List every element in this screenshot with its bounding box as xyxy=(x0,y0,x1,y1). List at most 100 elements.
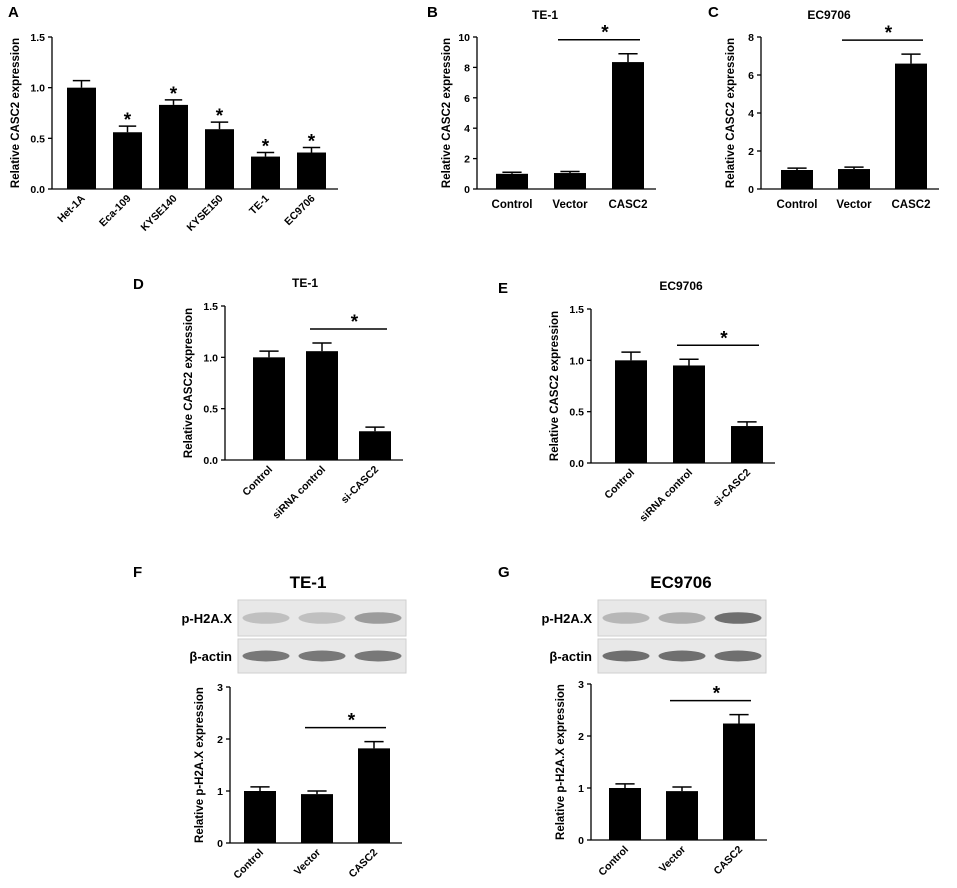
y-tick-label: 0 xyxy=(217,838,223,850)
blot-band xyxy=(602,650,650,662)
bar xyxy=(781,170,813,189)
bar xyxy=(306,351,338,460)
x-tick-label: Het-1A xyxy=(55,192,88,225)
y-tick-label: 1 xyxy=(578,783,584,795)
x-tick-label: siRNA control xyxy=(270,464,328,522)
blot-band xyxy=(602,612,650,624)
blot-band xyxy=(242,650,290,662)
panel-letter: E xyxy=(498,280,508,297)
x-tick-label: KYSE140 xyxy=(139,193,180,234)
y-tick-label: 2 xyxy=(217,734,223,746)
bar xyxy=(205,129,234,189)
panel-letter: G xyxy=(498,564,510,581)
y-tick-label: 6 xyxy=(464,93,470,105)
x-tick-label: CASC2 xyxy=(711,844,745,878)
x-tick-label: Control xyxy=(602,467,637,502)
y-tick-label: 1.0 xyxy=(569,355,584,367)
bar xyxy=(609,788,641,840)
significance-star: * xyxy=(308,131,316,152)
y-tick-label: 0 xyxy=(578,835,584,847)
panel-letter: A xyxy=(8,4,19,21)
y-tick-label: 8 xyxy=(748,32,754,44)
bar xyxy=(358,748,390,843)
x-tick-label: Vector xyxy=(657,844,688,875)
y-axis-label: Relative p-H2A.X expression xyxy=(555,684,567,840)
y-tick-label: 0.0 xyxy=(30,184,45,196)
bar xyxy=(251,156,280,189)
y-tick-label: 0.5 xyxy=(203,404,218,416)
significance-star: * xyxy=(216,106,224,127)
y-tick-label: 3 xyxy=(217,682,223,694)
blot-band xyxy=(298,612,346,624)
blot-band xyxy=(658,612,706,624)
chart-panel-g: G EC9706 p-H2A.X β-actin 0 1 2 3 Relative p-H2A.… xyxy=(498,564,767,879)
significance-star: * xyxy=(601,23,609,44)
y-axis-label: Relative p-H2A.X expression xyxy=(194,687,206,843)
significance-star: * xyxy=(170,84,178,105)
y-tick-label: 1.0 xyxy=(30,83,45,95)
significance-star: * xyxy=(351,312,359,333)
panel-letter: F xyxy=(133,564,142,581)
chart-panel-f: F TE-1 p-H2A.X β-actin 0 1 2 3 Relative p-H2A.X … xyxy=(133,564,407,882)
blot-band xyxy=(354,612,402,624)
y-tick-label: 2 xyxy=(578,731,584,743)
chart-title: EC9706 xyxy=(659,279,703,293)
bar xyxy=(838,169,870,189)
bar xyxy=(301,794,333,843)
y-tick-label: 1.5 xyxy=(569,304,584,316)
bar xyxy=(159,104,188,189)
y-tick-label: 1.5 xyxy=(203,301,218,313)
chart-title: EC9706 xyxy=(650,573,711,592)
blot-label: β-actin xyxy=(549,649,592,664)
bar xyxy=(67,87,96,189)
bar xyxy=(244,791,276,843)
bar xyxy=(666,791,698,840)
x-tick-label: Eca-109 xyxy=(97,193,134,230)
bar xyxy=(723,723,755,840)
y-tick-label: 1 xyxy=(217,786,223,798)
y-tick-label: 2 xyxy=(464,154,470,166)
y-tick-label: 1.0 xyxy=(203,352,218,364)
bar xyxy=(496,173,528,189)
x-tick-label: Control xyxy=(777,199,818,211)
chart-panel-a: A 0.0 0.5 1.0 1.5 Relative CASC2 expression He… xyxy=(8,4,338,234)
blot-band xyxy=(354,650,402,662)
x-tick-label: Vector xyxy=(836,199,872,211)
x-tick-label: si-CASC2 xyxy=(339,464,381,506)
x-tick-label: Control xyxy=(596,844,631,879)
blot-label: β-actin xyxy=(189,649,232,664)
y-tick-label: 1.5 xyxy=(30,32,45,44)
y-axis-label: Relative CASC2 expression xyxy=(183,308,195,458)
x-tick-label: TE-1 xyxy=(247,193,272,218)
blot-band xyxy=(242,612,290,624)
blot-band xyxy=(658,650,706,662)
x-tick-label: Control xyxy=(240,464,275,499)
y-tick-label: 3 xyxy=(578,679,584,691)
significance-star: * xyxy=(262,137,270,158)
significance-star: * xyxy=(885,23,893,44)
significance-star: * xyxy=(348,711,356,732)
chart-title: TE-1 xyxy=(532,8,558,22)
x-tick-label: Control xyxy=(492,199,533,211)
x-tick-label: CASC2 xyxy=(346,847,380,881)
x-tick-label: KYSE150 xyxy=(185,193,226,234)
y-tick-label: 6 xyxy=(748,70,754,82)
bar xyxy=(297,152,326,189)
y-tick-label: 0 xyxy=(748,184,754,196)
x-tick-label: Vector xyxy=(552,199,588,211)
bar xyxy=(554,173,586,189)
bar xyxy=(113,132,142,189)
y-axis-label: Relative CASC2 expression xyxy=(549,311,561,461)
y-axis-label: Relative CASC2 expression xyxy=(725,38,737,188)
significance-star: * xyxy=(124,110,132,131)
chart-title: TE-1 xyxy=(292,276,318,290)
x-tick-label: Vector xyxy=(292,847,323,878)
significance-star: * xyxy=(720,328,728,349)
y-tick-label: 0.0 xyxy=(203,455,218,467)
chart-panel-b: B TE-1 0 2 4 6 8 10 Relative CASC2 expression Con… xyxy=(427,4,656,211)
bar xyxy=(673,365,705,463)
blot-band xyxy=(714,650,762,662)
blot-band xyxy=(714,612,762,624)
blot-label: p-H2A.X xyxy=(541,611,592,626)
